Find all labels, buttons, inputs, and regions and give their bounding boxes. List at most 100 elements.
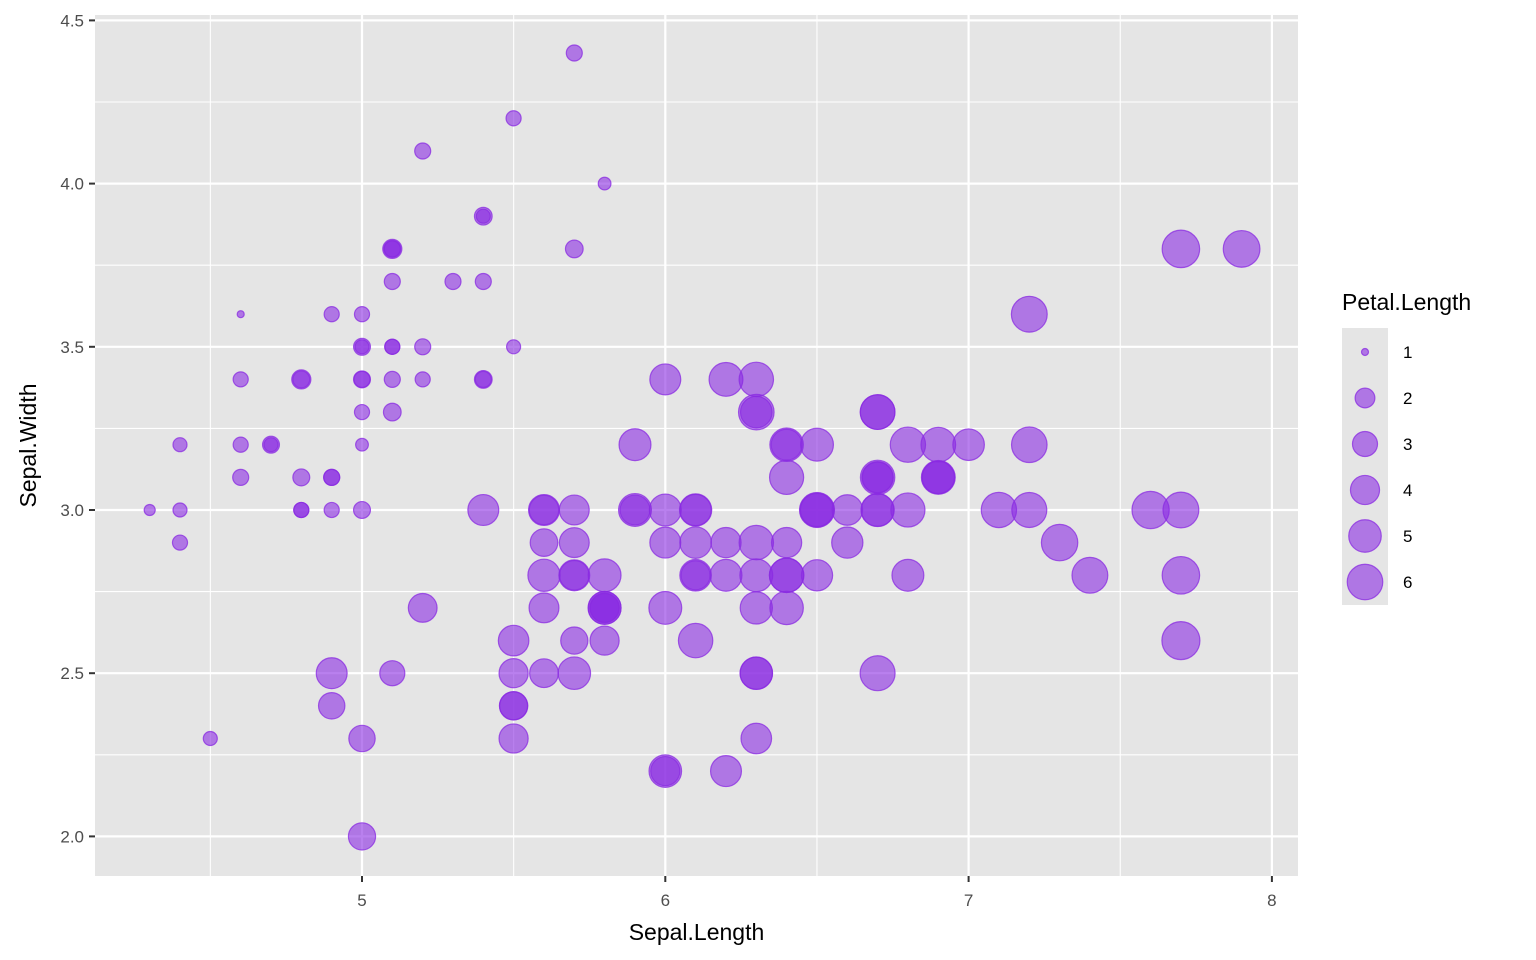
x-tick-label: 7 <box>964 891 973 910</box>
data-point <box>498 723 529 754</box>
data-point <box>467 493 500 527</box>
data-point <box>444 272 462 291</box>
data-point <box>1161 229 1201 269</box>
data-point <box>323 306 340 323</box>
legend-key-label: 3 <box>1403 435 1412 454</box>
data-point <box>497 624 530 657</box>
data-point <box>1010 426 1048 464</box>
data-point <box>952 428 985 462</box>
data-point <box>859 655 896 692</box>
data-point <box>890 492 926 528</box>
data-point <box>355 437 369 452</box>
data-point <box>317 692 346 720</box>
data-point <box>799 427 835 462</box>
data-point <box>292 468 311 487</box>
data-point <box>679 526 712 559</box>
data-point <box>597 176 612 191</box>
data-point <box>414 142 432 160</box>
data-point <box>677 622 714 659</box>
data-point <box>505 110 522 127</box>
data-point <box>648 590 683 625</box>
data-point <box>859 459 896 496</box>
data-point <box>769 590 804 626</box>
plot-panel <box>95 15 1298 876</box>
data-point <box>768 557 805 594</box>
data-point <box>678 493 713 527</box>
legend-key-circle <box>1360 347 1370 357</box>
legend-key-label: 4 <box>1403 481 1412 500</box>
size-legend: Petal.Length 1 2 3 4 5 6 <box>1342 289 1471 605</box>
data-point <box>739 558 774 593</box>
x-tick-label: 8 <box>1267 891 1276 910</box>
data-point <box>172 502 188 518</box>
data-point <box>348 724 376 753</box>
data-point <box>1161 555 1201 595</box>
data-point <box>740 722 773 755</box>
y-axis: 2.0 2.5 3.0 3.5 4.0 4.5 <box>60 11 95 846</box>
x-tick-label: 6 <box>661 891 670 910</box>
data-point <box>261 435 281 454</box>
data-point <box>528 494 560 526</box>
legend-key-label: 6 <box>1403 573 1412 592</box>
legend-key-label: 1 <box>1403 343 1412 362</box>
data-point <box>1222 229 1261 268</box>
data-point <box>738 524 775 561</box>
data-point <box>1161 620 1201 661</box>
data-point <box>921 460 956 495</box>
data-point <box>291 369 312 390</box>
data-point <box>710 526 742 559</box>
data-point <box>679 558 712 592</box>
data-point <box>709 558 743 592</box>
data-point <box>352 370 372 389</box>
data-point <box>383 239 402 258</box>
data-point <box>529 658 559 689</box>
data-point <box>414 371 431 388</box>
data-point <box>1071 556 1109 594</box>
data-point <box>379 660 406 687</box>
data-point <box>232 436 249 453</box>
data-point <box>498 658 529 689</box>
data-point <box>323 468 341 487</box>
data-point <box>648 493 682 527</box>
data-point <box>587 590 622 625</box>
data-point <box>558 559 590 591</box>
data-point <box>407 592 438 623</box>
y-tick-label: 2.0 <box>60 827 84 846</box>
data-point <box>474 272 492 291</box>
data-point <box>352 500 372 520</box>
y-tick-label: 4.0 <box>60 175 84 194</box>
data-point <box>560 626 589 655</box>
data-point <box>475 208 491 224</box>
data-point <box>920 426 957 463</box>
data-point <box>383 370 401 389</box>
y-axis-title: Sepal.Width <box>15 383 41 507</box>
legend-key-label: 2 <box>1403 389 1412 408</box>
data-point <box>353 403 371 421</box>
data-point <box>859 394 896 431</box>
y-tick-label: 4.5 <box>60 11 84 30</box>
y-tick-label: 3.0 <box>60 501 84 520</box>
data-point <box>768 459 805 496</box>
data-point <box>202 730 218 747</box>
data-point <box>708 361 744 397</box>
data-point <box>799 492 835 528</box>
data-point <box>353 306 371 323</box>
data-point <box>558 527 590 559</box>
data-point <box>529 528 559 557</box>
data-point <box>474 370 492 389</box>
legend-key-background <box>1342 328 1388 605</box>
data-point <box>382 402 402 422</box>
y-tick-label: 2.5 <box>60 664 84 683</box>
legend-key-circle <box>1346 563 1384 601</box>
x-axis: 5 6 7 8 <box>357 876 1277 910</box>
data-point <box>565 44 583 62</box>
data-point <box>648 754 683 788</box>
data-point <box>831 494 864 526</box>
data-point <box>172 437 188 453</box>
data-point <box>143 503 156 517</box>
data-point <box>617 492 653 528</box>
data-point <box>384 338 401 355</box>
data-point <box>709 755 743 788</box>
x-axis-title: Sepal.Length <box>629 919 765 945</box>
legend-key-circle <box>1351 430 1379 458</box>
